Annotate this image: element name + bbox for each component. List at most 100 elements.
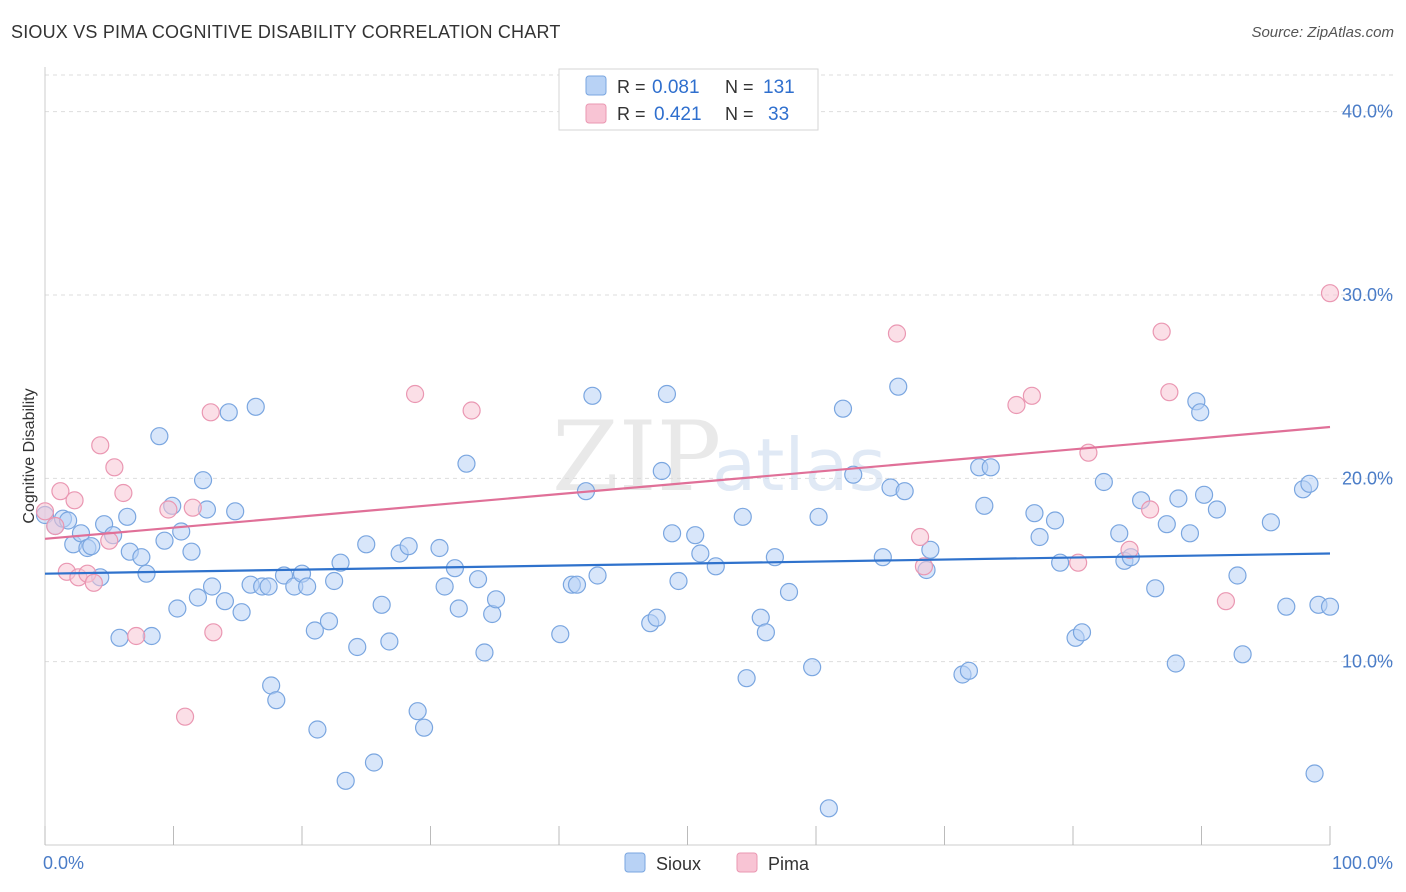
sioux-point: [844, 465, 863, 484]
sioux-point: [1191, 403, 1210, 422]
x-tick-label: 100.0%: [1332, 853, 1393, 873]
tick-labels: 10.0% 20.0% 30.0% 40.0% 0.0% 100.0%: [43, 102, 1393, 873]
sioux-point: [232, 603, 251, 622]
sioux-point: [457, 454, 476, 473]
pima-point: [65, 491, 84, 510]
sioux-point: [551, 625, 570, 644]
sioux-point: [475, 643, 494, 662]
axes: [44, 67, 1331, 846]
sioux-point: [430, 538, 449, 558]
sioux-point: [414, 718, 434, 737]
pima-point: [127, 626, 146, 646]
legend: R = 0.081 N = 131 R = 0.421 N = 33: [558, 68, 819, 131]
sioux-point: [1169, 489, 1188, 508]
sioux-trend-line: [44, 552, 1331, 575]
sioux-point: [1228, 566, 1247, 585]
bottom-legend-swatch-sioux: [624, 852, 646, 873]
sioux-point: [1030, 527, 1049, 547]
pima-point: [1160, 383, 1179, 402]
sioux-point: [662, 524, 682, 543]
sioux-point: [372, 595, 391, 614]
legend-r-label-sioux: R =: [617, 77, 646, 97]
sioux-point: [1305, 764, 1324, 783]
sioux-point: [319, 612, 339, 631]
sioux-point: [435, 577, 454, 596]
sioux-point: [1146, 579, 1165, 598]
watermark-zip: ZIP: [552, 401, 721, 513]
sioux-point: [803, 658, 822, 677]
sioux-point: [110, 628, 129, 647]
pima-point: [201, 403, 220, 422]
sioux-point: [779, 582, 799, 602]
pima-point: [462, 401, 481, 420]
pima-point: [1007, 395, 1026, 415]
x-tick-label: 0.0%: [43, 853, 84, 873]
legend-n-value-pima: 33: [768, 104, 789, 125]
sioux-point: [246, 397, 265, 416]
pima-point: [1140, 500, 1160, 519]
sioux-point: [215, 592, 234, 611]
pima-point: [35, 502, 55, 521]
legend-n-label-sioux: N =: [725, 77, 754, 97]
sioux-point: [298, 577, 317, 596]
sioux-point: [1194, 485, 1214, 504]
sioux-point: [1300, 474, 1319, 493]
sioux-point: [137, 564, 156, 583]
sioux-point: [889, 377, 908, 396]
legend-r-value-sioux: 0.081: [652, 77, 700, 98]
sioux-point: [981, 458, 1000, 477]
chart-title: SIOUX VS PIMA COGNITIVE DISABILITY CORRE…: [11, 22, 561, 42]
sioux-point: [959, 661, 979, 680]
pima-point: [84, 573, 103, 592]
sioux-point: [449, 599, 468, 618]
y-tick-label: 20.0%: [1342, 468, 1393, 488]
sioux-point: [305, 621, 324, 640]
sioux-point: [756, 623, 775, 642]
sioux-point: [336, 771, 355, 790]
sioux-point: [357, 535, 376, 554]
sioux-point: [583, 386, 602, 405]
sioux-point: [193, 471, 213, 490]
sioux-point: [182, 542, 201, 561]
bottom-legend-label-pima: Pima: [768, 854, 810, 874]
pima-point: [1022, 386, 1041, 405]
pima-point: [1216, 592, 1236, 611]
sioux-point: [325, 571, 344, 591]
sioux-point: [809, 507, 828, 526]
sioux-point: [226, 502, 245, 521]
pima-point: [114, 483, 133, 503]
sioux-point: [1025, 504, 1044, 523]
sioux-point: [1320, 597, 1340, 616]
sioux-point: [331, 553, 350, 572]
y-axis-label: Cognitive Disability: [21, 388, 38, 523]
pima-point: [405, 384, 425, 404]
sioux-point: [1207, 500, 1227, 519]
sioux-point: [975, 496, 994, 515]
y-tick-label: 10.0%: [1342, 652, 1393, 672]
sioux-point: [647, 608, 666, 627]
sioux-point: [819, 799, 838, 818]
pima-point: [910, 527, 930, 547]
legend-n-label-pima: N =: [725, 104, 754, 124]
pima-point: [159, 500, 178, 519]
sioux-point: [669, 571, 688, 591]
watermark-atlas: atlas: [712, 423, 886, 507]
sioux-point: [364, 753, 384, 772]
bottom-legend: Sioux Pima: [624, 852, 810, 874]
pima-point: [1320, 284, 1340, 303]
sioux-point: [486, 590, 506, 609]
sioux-point: [82, 537, 101, 556]
y-tick-label: 40.0%: [1342, 102, 1393, 122]
sioux-point: [1233, 645, 1252, 664]
pima-point: [183, 498, 202, 517]
pima-point: [204, 623, 223, 642]
pima-point: [1152, 322, 1171, 341]
legend-r-label-pima: R =: [617, 104, 646, 124]
sioux-point: [652, 461, 671, 481]
sioux-point: [706, 557, 725, 576]
sioux-point: [1166, 654, 1185, 673]
sioux-point: [132, 548, 151, 567]
sioux-point: [686, 526, 705, 545]
sioux-point: [567, 575, 587, 594]
sioux-point: [188, 588, 208, 607]
